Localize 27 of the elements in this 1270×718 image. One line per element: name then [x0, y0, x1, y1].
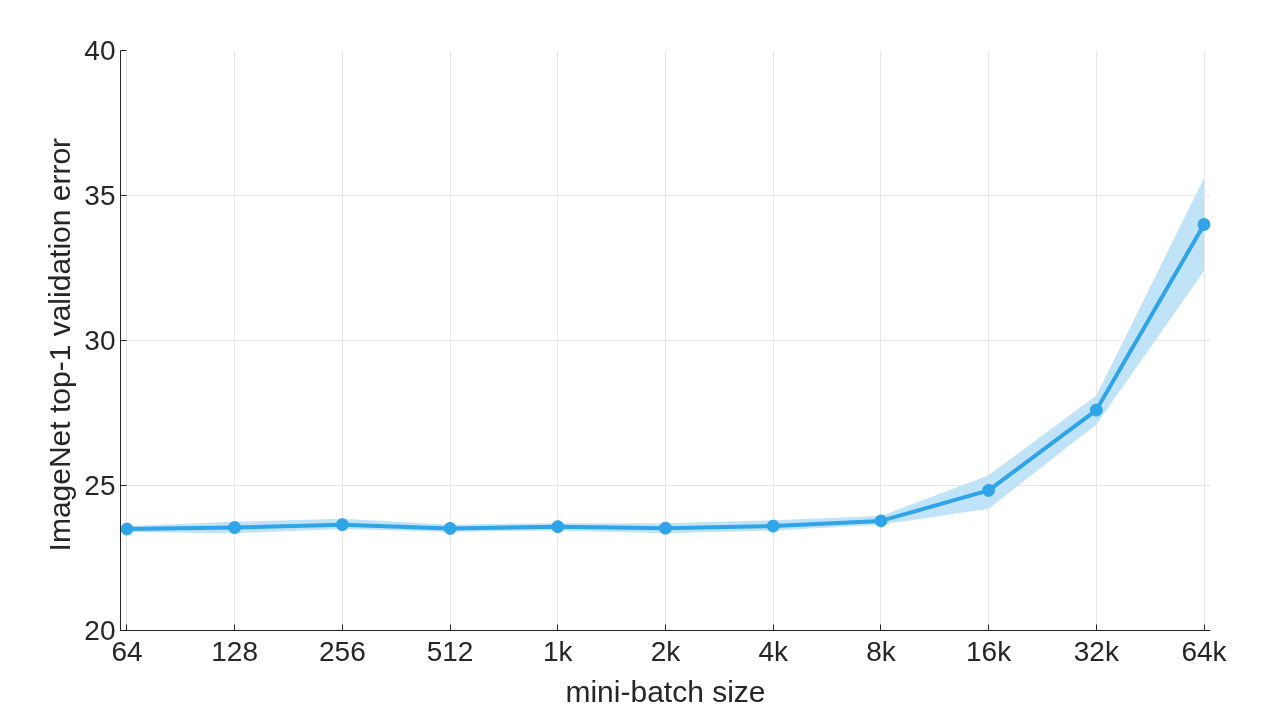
point	[874, 514, 888, 528]
point	[551, 520, 565, 534]
y-tick-label: 25	[84, 470, 116, 501]
x-tick-label: 8k	[866, 635, 897, 667]
point	[1197, 218, 1211, 231]
x-tick-label: 1k	[543, 635, 574, 667]
x-tick-label: 32k	[1073, 635, 1120, 667]
x-tick-label: 16k	[966, 635, 1013, 667]
y-tick-label: 35	[84, 180, 116, 211]
point	[228, 521, 242, 535]
point	[120, 522, 134, 536]
point	[443, 521, 457, 535]
x-tick-label: 2k	[650, 635, 682, 667]
point	[335, 518, 349, 532]
point	[1089, 403, 1103, 417]
point	[659, 521, 672, 535]
x-tick-label: 64k	[1181, 635, 1228, 667]
point	[766, 519, 780, 533]
x-tick-label: 4k	[758, 635, 789, 667]
x-axis-title: mini-batch size	[565, 674, 766, 708]
x-tick-label: 512	[426, 635, 474, 667]
x-tick-label: 256	[319, 635, 366, 667]
x-tick-label: 128	[211, 635, 259, 667]
y-tick-label: 40	[84, 35, 116, 66]
y-tick-label: 30	[84, 325, 116, 356]
point	[982, 483, 996, 497]
y-axis-title: ImageNet top-1 validation error	[43, 137, 77, 552]
